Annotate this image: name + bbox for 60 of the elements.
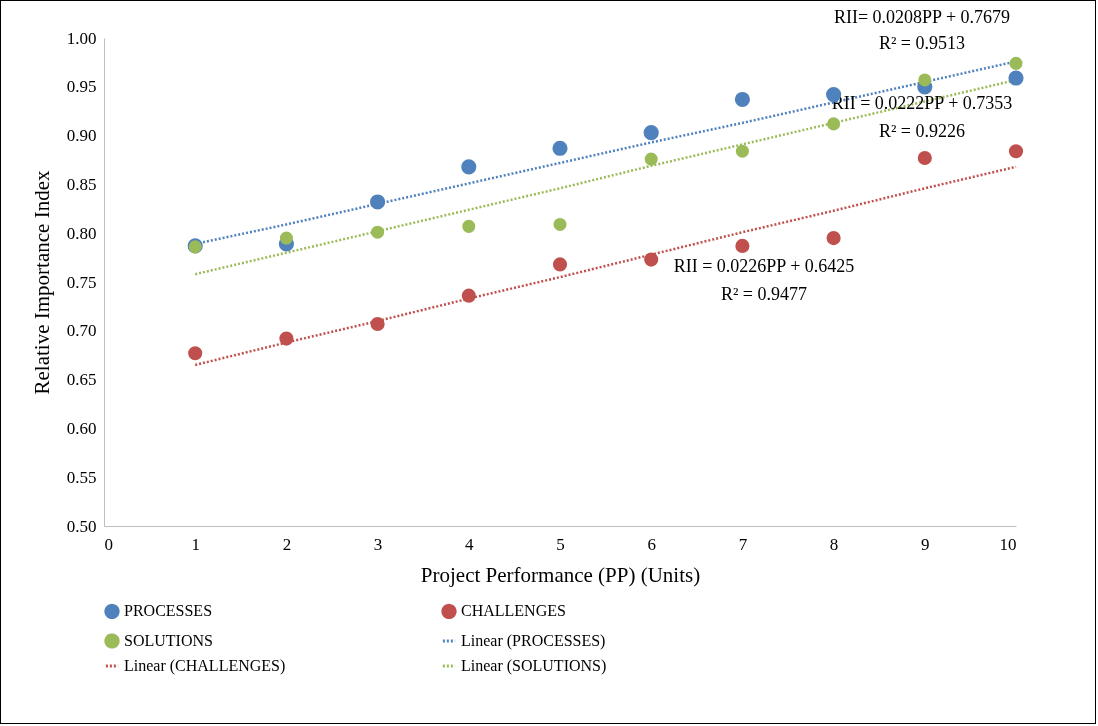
point	[461, 159, 477, 175]
y-tick-label: 0.70	[66, 321, 97, 341]
point	[644, 252, 659, 267]
point	[188, 346, 203, 361]
y-tick-label: 0.90	[66, 126, 97, 146]
x-tick-label: 3	[373, 534, 383, 554]
annotation: R² = 0.9477	[720, 284, 808, 304]
point	[279, 231, 293, 245]
y-tick-label: 0.75	[66, 272, 97, 292]
legend-label: CHALLENGES	[461, 602, 566, 620]
point	[917, 150, 932, 166]
x-tick-label: 4	[465, 534, 475, 554]
point	[643, 125, 659, 141]
point	[826, 231, 841, 246]
legend-label: Linear (CHALLENGES)	[124, 657, 286, 675]
point	[552, 257, 568, 272]
y-axis-title: Relative Importance Index	[29, 170, 54, 395]
legend-label: Linear (PROCESSES)	[461, 632, 606, 650]
point	[918, 73, 932, 87]
annotation: R² = 0.9226	[878, 121, 966, 141]
legend-label: Linear (SOLUTIONS)	[461, 657, 607, 675]
point	[1008, 144, 1024, 159]
point	[827, 117, 841, 131]
point	[370, 316, 385, 332]
point	[279, 331, 294, 346]
x-tick-label: 6	[647, 534, 656, 554]
point	[462, 219, 476, 233]
x-tick-label: 0	[104, 534, 113, 554]
point	[1008, 70, 1024, 86]
y-tick-label: 0.85	[66, 174, 97, 194]
x-tick-label: 5	[556, 534, 565, 554]
y-tick-label: 0.55	[66, 467, 97, 487]
y-tick-label: 0.60	[66, 418, 97, 438]
x-tick-label: 10	[999, 534, 1017, 554]
point	[644, 152, 658, 166]
annotation: RII = 0.0226PP + 0.6425	[673, 256, 855, 276]
y-tick-label: 0.50	[66, 516, 97, 536]
y-tick-label: 0.80	[66, 223, 97, 243]
point	[553, 217, 567, 231]
point	[735, 238, 750, 253]
point	[371, 225, 385, 239]
y-tick-label: 0.95	[66, 77, 97, 97]
y-tick-label: 1.00	[66, 28, 97, 48]
point	[1009, 56, 1023, 70]
x-tick-label: 2	[282, 534, 292, 554]
x-tick-label: 1	[191, 534, 200, 554]
annotation: R² = 0.9513	[878, 33, 966, 53]
legend-label: PROCESSES	[124, 602, 213, 620]
y-tick-label: 0.65	[66, 370, 97, 390]
point	[461, 288, 476, 303]
x-tick-label: 8	[829, 534, 839, 554]
x-axis-title: Project Performance (PP) (Units)	[420, 562, 701, 587]
point	[370, 194, 386, 210]
legend-label: SOLUTIONS	[124, 632, 213, 649]
point	[735, 144, 749, 158]
text: RII= 0.0208PP + 0.7679	[833, 7, 1011, 27]
x-tick-label: 7	[738, 534, 748, 554]
point	[552, 140, 568, 156]
x-tick-label: 9	[921, 534, 930, 554]
point	[734, 91, 750, 108]
